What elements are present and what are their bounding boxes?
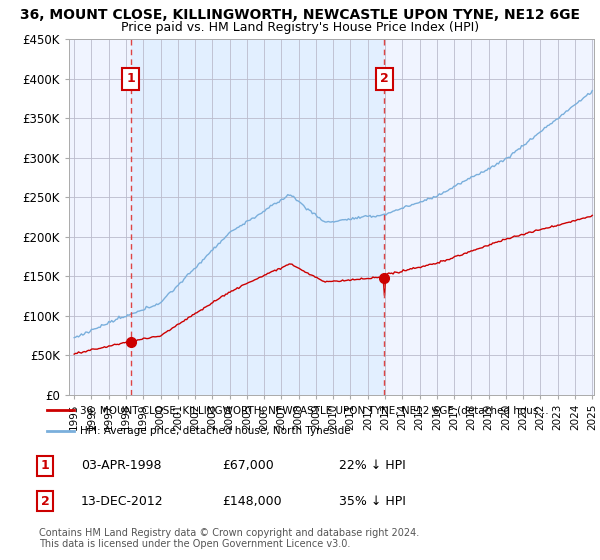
- Text: This data is licensed under the Open Government Licence v3.0.: This data is licensed under the Open Gov…: [39, 539, 350, 549]
- Text: 2: 2: [41, 494, 49, 508]
- Text: 1: 1: [41, 459, 49, 473]
- Text: £67,000: £67,000: [222, 459, 274, 473]
- Text: Contains HM Land Registry data © Crown copyright and database right 2024.: Contains HM Land Registry data © Crown c…: [39, 528, 419, 538]
- Bar: [131, 39, 385, 395]
- Text: 22% ↓ HPI: 22% ↓ HPI: [339, 459, 406, 473]
- Text: 2: 2: [380, 72, 389, 85]
- Text: 13-DEC-2012: 13-DEC-2012: [81, 494, 164, 508]
- Text: 36, MOUNT CLOSE, KILLINGWORTH, NEWCASTLE UPON TYNE, NE12 6GE: 36, MOUNT CLOSE, KILLINGWORTH, NEWCASTLE…: [20, 8, 580, 22]
- Text: £148,000: £148,000: [222, 494, 281, 508]
- Text: 03-APR-1998: 03-APR-1998: [81, 459, 161, 473]
- Text: 1: 1: [126, 72, 135, 85]
- Text: 36, MOUNT CLOSE, KILLINGWORTH, NEWCASTLE UPON TYNE, NE12 6GE (detached hous…: 36, MOUNT CLOSE, KILLINGWORTH, NEWCASTLE…: [80, 405, 549, 415]
- Text: 35% ↓ HPI: 35% ↓ HPI: [339, 494, 406, 508]
- Text: HPI: Average price, detached house, North Tyneside: HPI: Average price, detached house, Nort…: [80, 426, 350, 436]
- Text: Price paid vs. HM Land Registry's House Price Index (HPI): Price paid vs. HM Land Registry's House …: [121, 21, 479, 34]
